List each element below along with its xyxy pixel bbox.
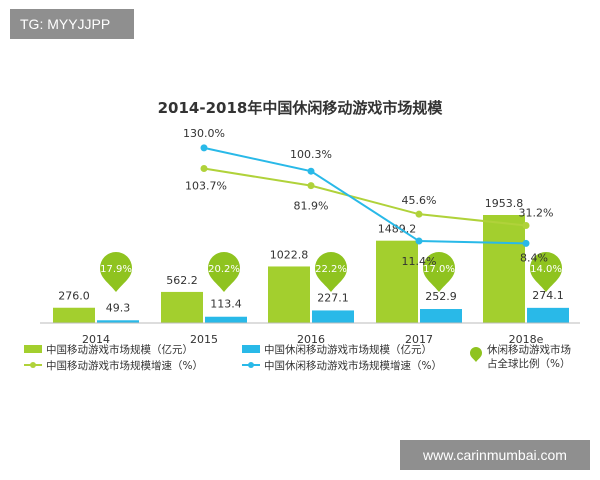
pin-shape-2016 — [315, 252, 347, 292]
legend-label: 中国移动游戏市场规模增速（%） — [46, 359, 203, 372]
point-label-casual-growth-2017: 11.4% — [402, 255, 437, 268]
legend-item-bar-green: 中国移动游戏市场规模（亿元） — [24, 343, 193, 356]
label-casual-2016: 227.1 — [317, 291, 349, 304]
legend-swatch — [242, 345, 260, 353]
point-casual-growth-2016 — [307, 167, 315, 175]
label-mobile-2015: 562.2 — [166, 274, 198, 287]
bar-casual-2014 — [97, 320, 139, 323]
channel-tag: TG: MYYJJPP — [10, 9, 134, 39]
point-mobile-growth-2018e — [522, 221, 530, 229]
bar-mobile-2017 — [376, 240, 418, 323]
label-mobile-2018e: 1953.8 — [485, 197, 524, 210]
pin-shape-2018e — [530, 252, 562, 292]
legend-label: 中国移动游戏市场规模（亿元） — [46, 343, 193, 356]
pin-shape-2015 — [208, 252, 240, 292]
label-mobile-2016: 1022.8 — [270, 248, 309, 261]
pin-label-2017: 17.0% — [423, 264, 455, 275]
bar-casual-2017 — [420, 309, 462, 323]
point-label-mobile-growth-2016: 81.9% — [294, 200, 329, 213]
label-mobile-2014: 276.0 — [58, 290, 90, 303]
point-mobile-growth-2016 — [307, 182, 315, 190]
chart-title: 2014-2018年中国休闲移动游戏市场规模 — [158, 99, 444, 117]
point-mobile-growth-2017 — [415, 210, 423, 218]
pin-shape-2014 — [100, 252, 132, 292]
point-label-casual-growth-2015: 130.0% — [183, 127, 225, 140]
legend-item-line-blue: 中国休闲移动游戏市场规模增速（%） — [242, 359, 442, 372]
pin-global-share-2015: 20.2% — [208, 252, 240, 292]
point-label-casual-growth-2018e: 8.4% — [520, 251, 548, 264]
pin-global-share-2016: 22.2% — [315, 252, 347, 292]
bar-casual-2018e — [527, 307, 569, 323]
legend-swatch — [24, 345, 42, 353]
pin-global-share-2018e: 14.0% — [530, 252, 562, 292]
legend-pin-icon — [470, 347, 482, 362]
legend-label: 中国休闲移动游戏市场规模增速（%） — [264, 359, 442, 372]
pin-global-share-2014: 17.9% — [100, 252, 132, 292]
pin-label-2018e: 14.0% — [530, 264, 562, 275]
x-tick-2016: 2016 — [297, 333, 325, 346]
point-label-casual-growth-2016: 100.3% — [290, 148, 332, 161]
x-tick-2017: 2017 — [405, 333, 433, 346]
bar-mobile-2018e — [483, 215, 525, 323]
label-casual-2017: 252.9 — [425, 290, 457, 303]
x-tick-2014: 2014 — [82, 333, 110, 346]
pin-label-2016: 22.2% — [315, 264, 347, 275]
point-casual-growth-2018e — [522, 239, 530, 247]
watermark: www.carinmumbai.com — [400, 440, 590, 470]
line-mobile-growth — [203, 167, 527, 227]
legend-swatch-dot — [30, 362, 36, 368]
bar-casual-2016 — [312, 310, 354, 323]
bar-mobile-2014 — [53, 307, 95, 323]
point-label-mobile-growth-2017: 45.6% — [402, 194, 437, 207]
legend-label-line: 休闲移动游戏市场 — [487, 343, 571, 356]
bar-mobile-2016 — [268, 266, 310, 323]
x-tick-2018e: 2018e — [509, 333, 544, 346]
legend-label: 中国休闲移动游戏市场规模（亿元） — [264, 343, 432, 356]
label-mobile-2017: 1489.2 — [378, 223, 417, 236]
bar-casual-2015 — [205, 316, 247, 323]
legend-swatch-dot — [248, 362, 254, 368]
label-casual-2018e: 274.1 — [532, 289, 564, 302]
bar-mobile-2015 — [161, 291, 203, 323]
pin-label-2014: 17.9% — [100, 264, 132, 275]
label-casual-2014: 49.3 — [106, 301, 131, 314]
legend-item-line-green: 中国移动游戏市场规模增速（%） — [24, 359, 203, 372]
legend-label-line: 占全球比例（%） — [487, 357, 570, 370]
pin-global-share-2017: 17.0% — [423, 252, 455, 292]
point-casual-growth-2015 — [200, 144, 208, 152]
x-tick-2015: 2015 — [190, 333, 218, 346]
label-casual-2015: 113.4 — [210, 298, 242, 311]
line-casual-growth — [203, 146, 527, 245]
pin-shape-2017 — [423, 252, 455, 292]
legend-item-bar-blue: 中国休闲移动游戏市场规模（亿元） — [242, 343, 432, 356]
point-label-mobile-growth-2018e: 31.2% — [519, 206, 554, 219]
point-label-mobile-growth-2015: 103.7% — [185, 180, 227, 193]
pin-label-2015: 20.2% — [208, 264, 240, 275]
point-casual-growth-2017 — [415, 237, 423, 245]
point-mobile-growth-2015 — [200, 165, 208, 173]
